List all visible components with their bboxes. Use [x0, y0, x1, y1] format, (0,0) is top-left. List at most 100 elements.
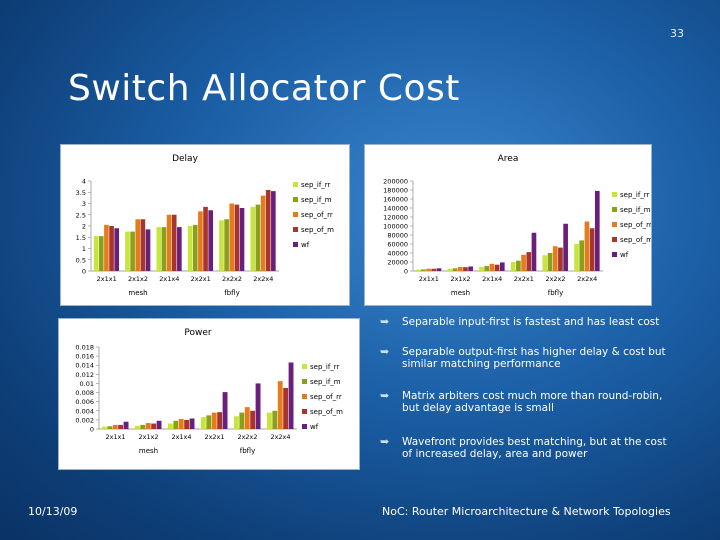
delay-bar [171, 214, 177, 271]
area-legend-label: sep_if_rr [620, 191, 650, 199]
power-bar [167, 423, 173, 429]
area-bar [436, 268, 442, 271]
power-ytick-label: 0 [90, 426, 94, 434]
delay-ytick-label: 3 [82, 200, 86, 208]
area-svg: Area 020000400006000080000100000120000140… [383, 154, 651, 297]
power-chart: Power 0 0.002 0.004 0.006 0.008 0.01 0.012 0.014… [58, 318, 360, 470]
area-bar [594, 190, 600, 271]
power-legend-swatch [302, 424, 307, 429]
power-legend-swatch [302, 379, 307, 384]
delay-legend-label: sep_if_m [301, 196, 332, 204]
delay-bar [192, 224, 198, 271]
delay-bar [93, 236, 99, 271]
power-legend-label: sep_of_m [310, 408, 343, 416]
delay-bar [208, 210, 213, 271]
delay-legend-label: wf [301, 241, 310, 249]
delay-ytick-label: 2.5 [76, 211, 86, 219]
power-ytick-label: 0.018 [75, 344, 94, 352]
area-category-label: 2x2x2 [545, 275, 565, 283]
delay-ytick-label: 1.5 [76, 234, 86, 242]
area-ytick-label: 0 [404, 268, 408, 276]
delay-bar [224, 219, 229, 271]
power-bar [206, 415, 212, 429]
power-bar [140, 424, 146, 429]
area-ytick-label: 100000 [383, 223, 408, 231]
area-category-label: 2x2x1 [514, 275, 534, 283]
delay-bar [98, 236, 104, 271]
area-bar [574, 244, 579, 271]
power-category-label: 2x2x1 [204, 433, 224, 441]
power-bar [189, 418, 195, 429]
delay-category-label: 2x1x4 [159, 275, 179, 283]
power-bar [145, 423, 151, 429]
power-bar [233, 416, 239, 429]
power-bar [151, 423, 157, 429]
bullet-item: ➥ Matrix arbiters cost much more than rou… [380, 389, 680, 415]
delay-bar [198, 211, 203, 271]
area-group-label: mesh [451, 289, 470, 297]
delay-bar [130, 231, 135, 271]
power-bar [107, 426, 113, 429]
area-bar [510, 262, 516, 271]
power-bar [173, 420, 179, 429]
curved-arrow-icon: ➥ [380, 435, 390, 448]
power-legend-label: sep_if_rr [310, 363, 340, 371]
delay-bar [229, 203, 235, 271]
area-category-label: 2x2x4 [577, 275, 597, 283]
power-bar [244, 407, 250, 429]
power-category-label: 2x1x4 [171, 433, 191, 441]
curved-arrow-icon: ➥ [380, 345, 390, 358]
area-bar [484, 266, 490, 271]
area-category-label: 2x1x1 [419, 275, 439, 283]
delay-svg: Delay 0 0.5 1 1.5 2 2.5 3 3.5 4 2x1x1 2x1x2 2x1x4 2x2… [76, 154, 334, 297]
area-bar [421, 269, 426, 271]
power-ytick-label: 0.006 [75, 398, 94, 406]
area-bar [542, 255, 548, 271]
area-legend-swatch [612, 207, 617, 212]
delay-bar [260, 195, 266, 271]
power-bar [250, 410, 256, 429]
area-ytick-label: 120000 [383, 214, 408, 222]
delay-category-label: 2x2x4 [253, 275, 273, 283]
area-bar [579, 240, 585, 271]
bullet-item: ➥ Separable input-first is fastest and ha… [380, 316, 680, 329]
power-bar [222, 392, 228, 429]
power-legend-swatch [302, 364, 307, 369]
footer-note: NoC: Router Microarchitecture & Network … [382, 505, 671, 518]
delay-bar [203, 206, 208, 271]
delay-legend-label: sep_of_m [301, 226, 334, 234]
delay-bar [271, 191, 276, 271]
area-bar [463, 267, 468, 271]
area-ytick-label: 60000 [387, 241, 408, 249]
area-chart: Area 0 20000 40000 60000 80000 100000 120000 140… [364, 144, 652, 306]
delay-chart: Delay 0 0.5 1 1.5 2 2.5 3 3.5 4 2x1x1 2x1x2 2x1x4 2x2… [60, 144, 350, 306]
delay-category-label: 2x1x1 [97, 275, 117, 283]
area-bar [531, 232, 537, 271]
power-bar [266, 412, 272, 429]
area-group-label: fbfly [548, 289, 563, 297]
power-bar [283, 388, 289, 429]
area-bar [521, 254, 526, 271]
power-ytick-label: 0.004 [75, 407, 94, 415]
area-category-label: 2x1x2 [450, 275, 470, 283]
bullet-item: ➥ Wavefront provides best matching, but a… [380, 435, 680, 461]
power-legend-swatch [302, 409, 307, 414]
power-ytick-label: 0.002 [75, 416, 94, 424]
bullet-text: Wavefront provides best matching, but at… [402, 436, 667, 460]
delay-category-label: 2x2x1 [191, 275, 211, 283]
area-bar [558, 247, 563, 271]
delay-bar [156, 227, 162, 271]
power-legend-label: sep_if_m [310, 378, 341, 386]
delay-ytick-label: 3.5 [76, 189, 86, 197]
curved-arrow-icon: ➥ [380, 389, 390, 402]
power-bar [123, 421, 129, 429]
power-svg: Power 0 0.0020.0040.0060.0080.010.0120.014… [75, 328, 343, 455]
delay-legend-swatch [293, 182, 298, 187]
delay-ytick-label: 4 [82, 178, 86, 186]
power-bar [277, 381, 283, 429]
delay-ytick-label: 0.5 [76, 256, 86, 264]
power-bar [156, 420, 162, 429]
area-bar [584, 221, 590, 271]
delay-bar [219, 220, 224, 271]
power-title: Power [184, 328, 212, 338]
